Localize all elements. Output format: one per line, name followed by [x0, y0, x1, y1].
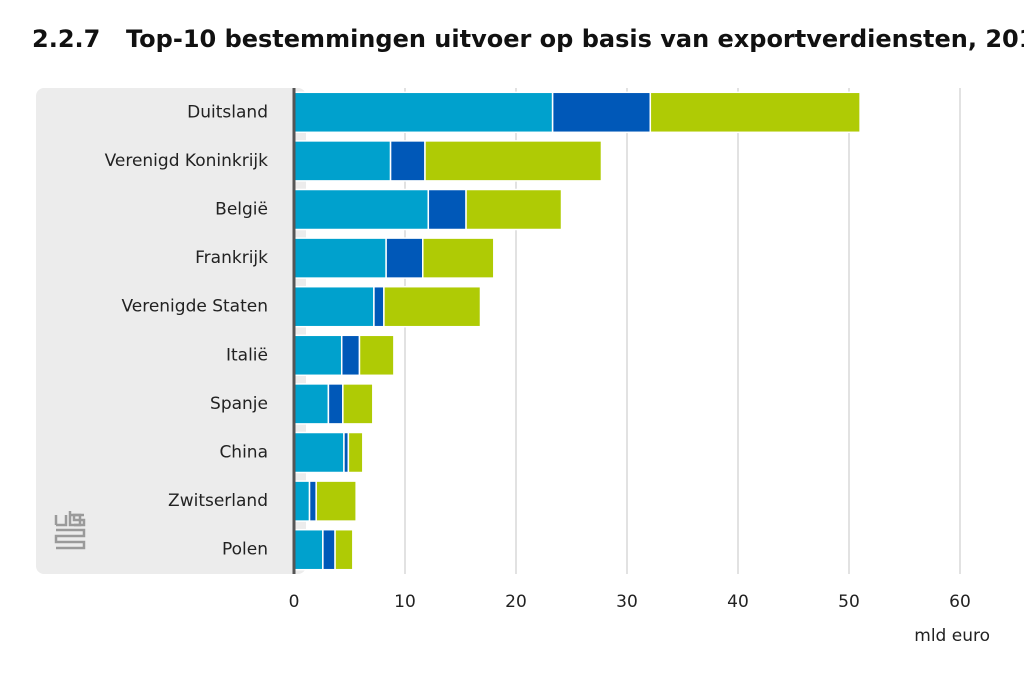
bar-segment	[293, 528, 324, 571]
bar-segment	[358, 334, 395, 377]
bar-segment	[293, 431, 345, 474]
bar-segment	[293, 237, 387, 279]
bar-segment	[293, 383, 330, 425]
bar-segment	[315, 480, 357, 522]
y-tick-label: Verenigd Koninkrijk	[105, 151, 269, 171]
y-tick-label: Zwitserland	[168, 491, 268, 511]
bar-segment	[293, 188, 430, 231]
bar-segment	[340, 334, 361, 377]
bar-segment	[373, 285, 385, 328]
bar-segment	[327, 383, 344, 425]
x-tick-label: 30	[616, 592, 638, 612]
bar-segment	[389, 140, 426, 182]
x-tick-label: 40	[727, 592, 749, 612]
y-tick-label: Polen	[222, 540, 268, 560]
bar-segment	[293, 140, 392, 182]
bar-segment	[342, 383, 374, 425]
bar-segment	[334, 528, 354, 571]
bar-segment	[293, 285, 375, 328]
x-tick-label: 10	[394, 592, 416, 612]
x-axis-label: mld euro	[914, 626, 990, 646]
chart-number: 2.2.7	[32, 25, 100, 53]
bar-segment	[322, 528, 336, 571]
y-tick-label: Italië	[226, 345, 268, 365]
bar-segment	[385, 237, 424, 279]
x-tick-label: 60	[949, 592, 971, 612]
chart-title: Top-10 bestemmingen uitvoer op basis van…	[126, 25, 1024, 53]
y-tick-label: Verenigde Staten	[121, 297, 268, 317]
bar-segment	[293, 91, 554, 134]
bar-segment	[424, 140, 603, 182]
bar-segment	[427, 188, 467, 231]
x-tick-label: 50	[838, 592, 860, 612]
y-tick-label: België	[215, 200, 268, 220]
bar-segment	[465, 188, 563, 231]
x-tick-label: 20	[505, 592, 527, 612]
x-tick-label: 0	[289, 592, 300, 612]
y-tick-label: Duitsland	[187, 102, 268, 122]
bar-segment	[383, 285, 482, 328]
y-tick-label: Spanje	[210, 394, 268, 414]
bar-segment	[347, 431, 364, 474]
y-tick-label: Frankrijk	[195, 248, 268, 268]
bar-segment	[551, 91, 652, 134]
bar-segment	[293, 334, 343, 377]
cbs-logo	[54, 511, 86, 550]
bar-segment	[308, 480, 317, 522]
bar-segment	[422, 237, 495, 279]
label-panel	[36, 88, 306, 574]
y-tick-label: China	[219, 443, 268, 463]
bar-segment	[649, 91, 861, 134]
bar-segment	[293, 480, 311, 522]
